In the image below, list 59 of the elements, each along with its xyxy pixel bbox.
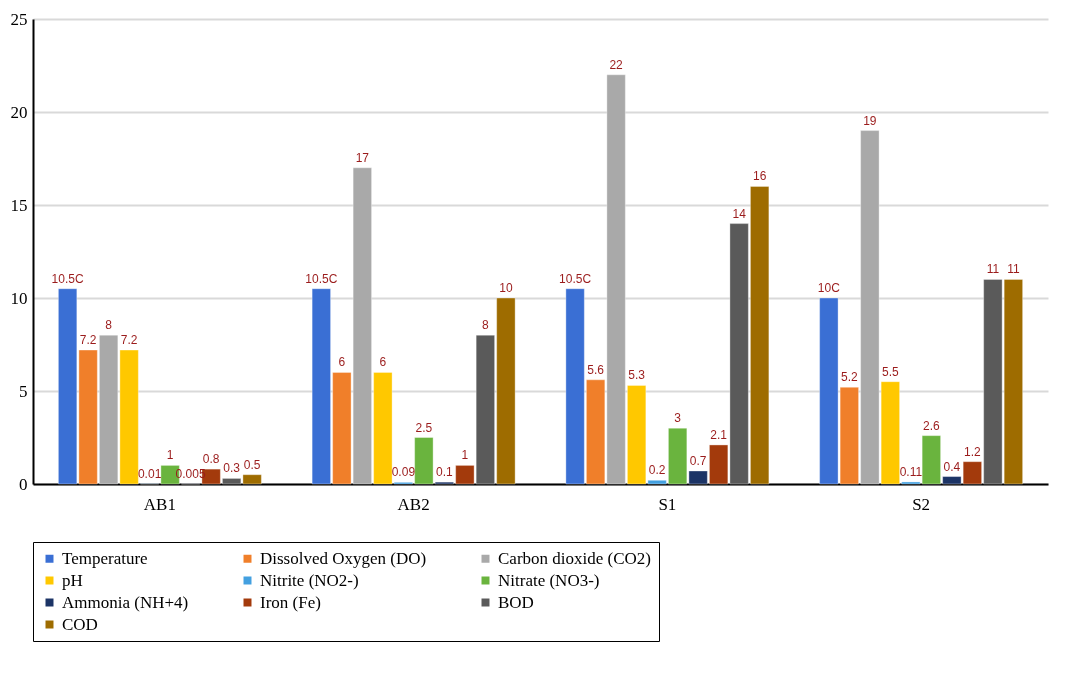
y-tick-label: 0 [19,474,28,494]
data-label: 0.5 [243,457,261,472]
legend-label: Temperature [62,548,148,568]
data-label: 1.2 [964,444,982,459]
data-label: 6 [338,355,346,370]
data-label: 6 [379,355,387,370]
data-label: 3 [674,411,682,426]
data-label: 14 [732,206,747,221]
legend-label: COD [62,614,98,634]
data-label: 11 [1007,262,1020,277]
data-label: 0.09 [391,465,416,480]
data-label: 10C [817,281,841,295]
legend-label: Carbon dioxide (CO2) [498,548,651,568]
legend-label: Nitrate (NO3-) [498,570,600,590]
data-label: 0.1 [436,465,454,480]
data-label: 1 [461,448,469,463]
y-tick-label: 20 [10,102,28,122]
data-label: 2.5 [415,420,433,435]
data-label: 0.11 [899,464,923,479]
data-label: 7.2 [120,333,138,348]
x-tick-label: S2 [912,494,931,514]
data-label: 10.5C [305,271,338,286]
data-label: 22 [609,57,624,72]
data-label: 10 [499,281,513,295]
data-label: 5.5 [882,364,900,379]
data-label: 0.01 [137,466,162,481]
data-label: 1 [166,448,174,463]
legend-label: Ammonia (NH+4) [62,592,189,612]
data-label: 2.1 [710,427,728,442]
data-label: 8 [482,318,490,333]
y-tick-label: 10 [10,288,28,308]
data-label: 7.2 [79,333,97,348]
data-label: 5.6 [587,362,605,377]
data-label: 10.5C [559,271,592,286]
x-tick-label: AB1 [143,494,176,514]
data-label: 5.3 [628,368,646,383]
data-label: 0.8 [202,452,220,467]
legend-label: Iron (Fe) [260,592,321,612]
data-label: 0.2 [648,463,666,478]
y-tick-label: 5 [19,381,28,401]
x-tick-label: S1 [658,494,677,514]
data-label: 11 [986,262,1000,277]
x-tick-label: AB2 [397,494,430,514]
data-label: 19 [863,113,877,128]
legend-label: Nitrite (NO2-) [260,570,359,590]
data-label: 0.7 [689,453,707,468]
data-label: 8 [105,318,113,333]
data-label: 17 [355,150,370,165]
data-label: 0.4 [943,459,961,474]
data-label: 2.6 [923,418,941,433]
data-label: 5.2 [841,370,859,385]
legend-label: pH [62,570,83,590]
data-label: 16 [752,169,767,184]
data-label: 10.5C [51,271,84,286]
data-label: 0.3 [223,461,241,476]
legend-label: BOD [498,592,534,612]
y-tick-label: 15 [10,195,28,215]
y-tick-label: 25 [10,9,28,29]
legend-label: Dissolved Oxygen (DO) [260,548,427,568]
